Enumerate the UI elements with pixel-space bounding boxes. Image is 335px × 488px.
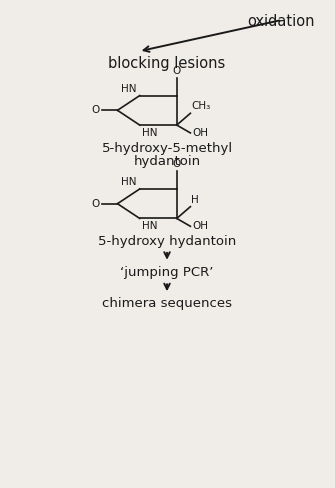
Text: O: O	[173, 66, 181, 76]
Text: 5-hydroxy-5-methyl: 5-hydroxy-5-methyl	[102, 142, 232, 155]
Text: H: H	[191, 195, 199, 204]
Text: O: O	[92, 105, 100, 115]
Text: HN: HN	[121, 177, 137, 187]
Text: HN: HN	[142, 222, 157, 231]
Text: blocking lesions: blocking lesions	[109, 56, 226, 71]
Text: chimera sequences: chimera sequences	[102, 297, 232, 310]
Text: HN: HN	[142, 128, 157, 138]
Text: hydantoin: hydantoin	[133, 155, 201, 167]
Text: O: O	[173, 159, 181, 169]
Text: HN: HN	[121, 83, 137, 94]
Text: CH₃: CH₃	[191, 102, 211, 111]
Text: oxidation: oxidation	[247, 14, 314, 29]
Text: ‘jumping PCR’: ‘jumping PCR’	[120, 265, 214, 279]
Text: OH: OH	[192, 221, 208, 231]
Text: 5-hydroxy hydantoin: 5-hydroxy hydantoin	[98, 235, 236, 248]
Text: OH: OH	[192, 128, 208, 138]
Text: O: O	[92, 199, 100, 209]
